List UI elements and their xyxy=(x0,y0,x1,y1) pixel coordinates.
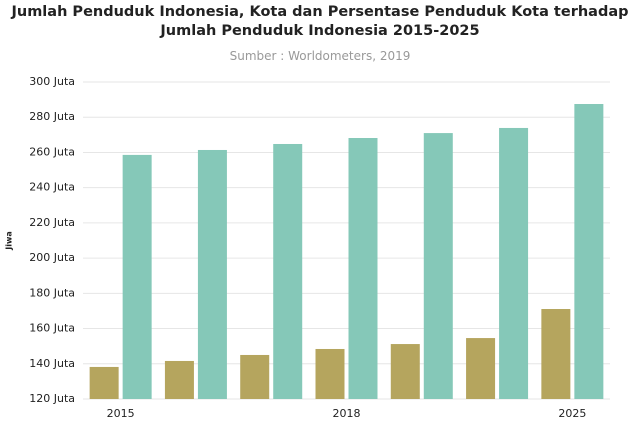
y-tick-label: 160 Juta xyxy=(29,322,75,335)
y-tick-label: 260 Juta xyxy=(29,145,75,158)
y-tick-label: 240 Juta xyxy=(29,181,75,194)
bar xyxy=(315,348,345,399)
bar xyxy=(390,344,420,399)
bar xyxy=(164,360,194,399)
y-tick-label: 180 Juta xyxy=(29,286,75,299)
bar xyxy=(466,338,496,399)
chart-title: Jumlah Penduduk Indonesia, Kota dan Pers… xyxy=(11,4,629,39)
bar xyxy=(499,127,529,399)
bar xyxy=(197,149,227,399)
x-tick-label: 2015 xyxy=(107,407,135,420)
bar xyxy=(423,133,453,400)
y-tick-label: 140 Juta xyxy=(29,357,75,370)
y-axis-label: Jiwa xyxy=(5,231,14,251)
y-tick-label: 300 Juta xyxy=(29,75,75,88)
bar xyxy=(273,143,303,399)
chart-subtitle: Sumber : Worldometers, 2019 xyxy=(229,49,411,63)
bar xyxy=(348,138,378,399)
y-tick-label: 220 Juta xyxy=(29,216,75,229)
x-tick-label: 2025 xyxy=(558,407,586,420)
y-tick-label: 280 Juta xyxy=(29,110,75,123)
y-tick-label: 200 Juta xyxy=(29,251,75,264)
bar xyxy=(89,366,119,399)
y-tick-label: 120 Juta xyxy=(29,392,75,405)
bar xyxy=(240,354,270,399)
x-tick-label: 2018 xyxy=(333,407,361,420)
bar xyxy=(574,104,604,399)
bar xyxy=(541,309,571,399)
bar xyxy=(122,154,152,399)
